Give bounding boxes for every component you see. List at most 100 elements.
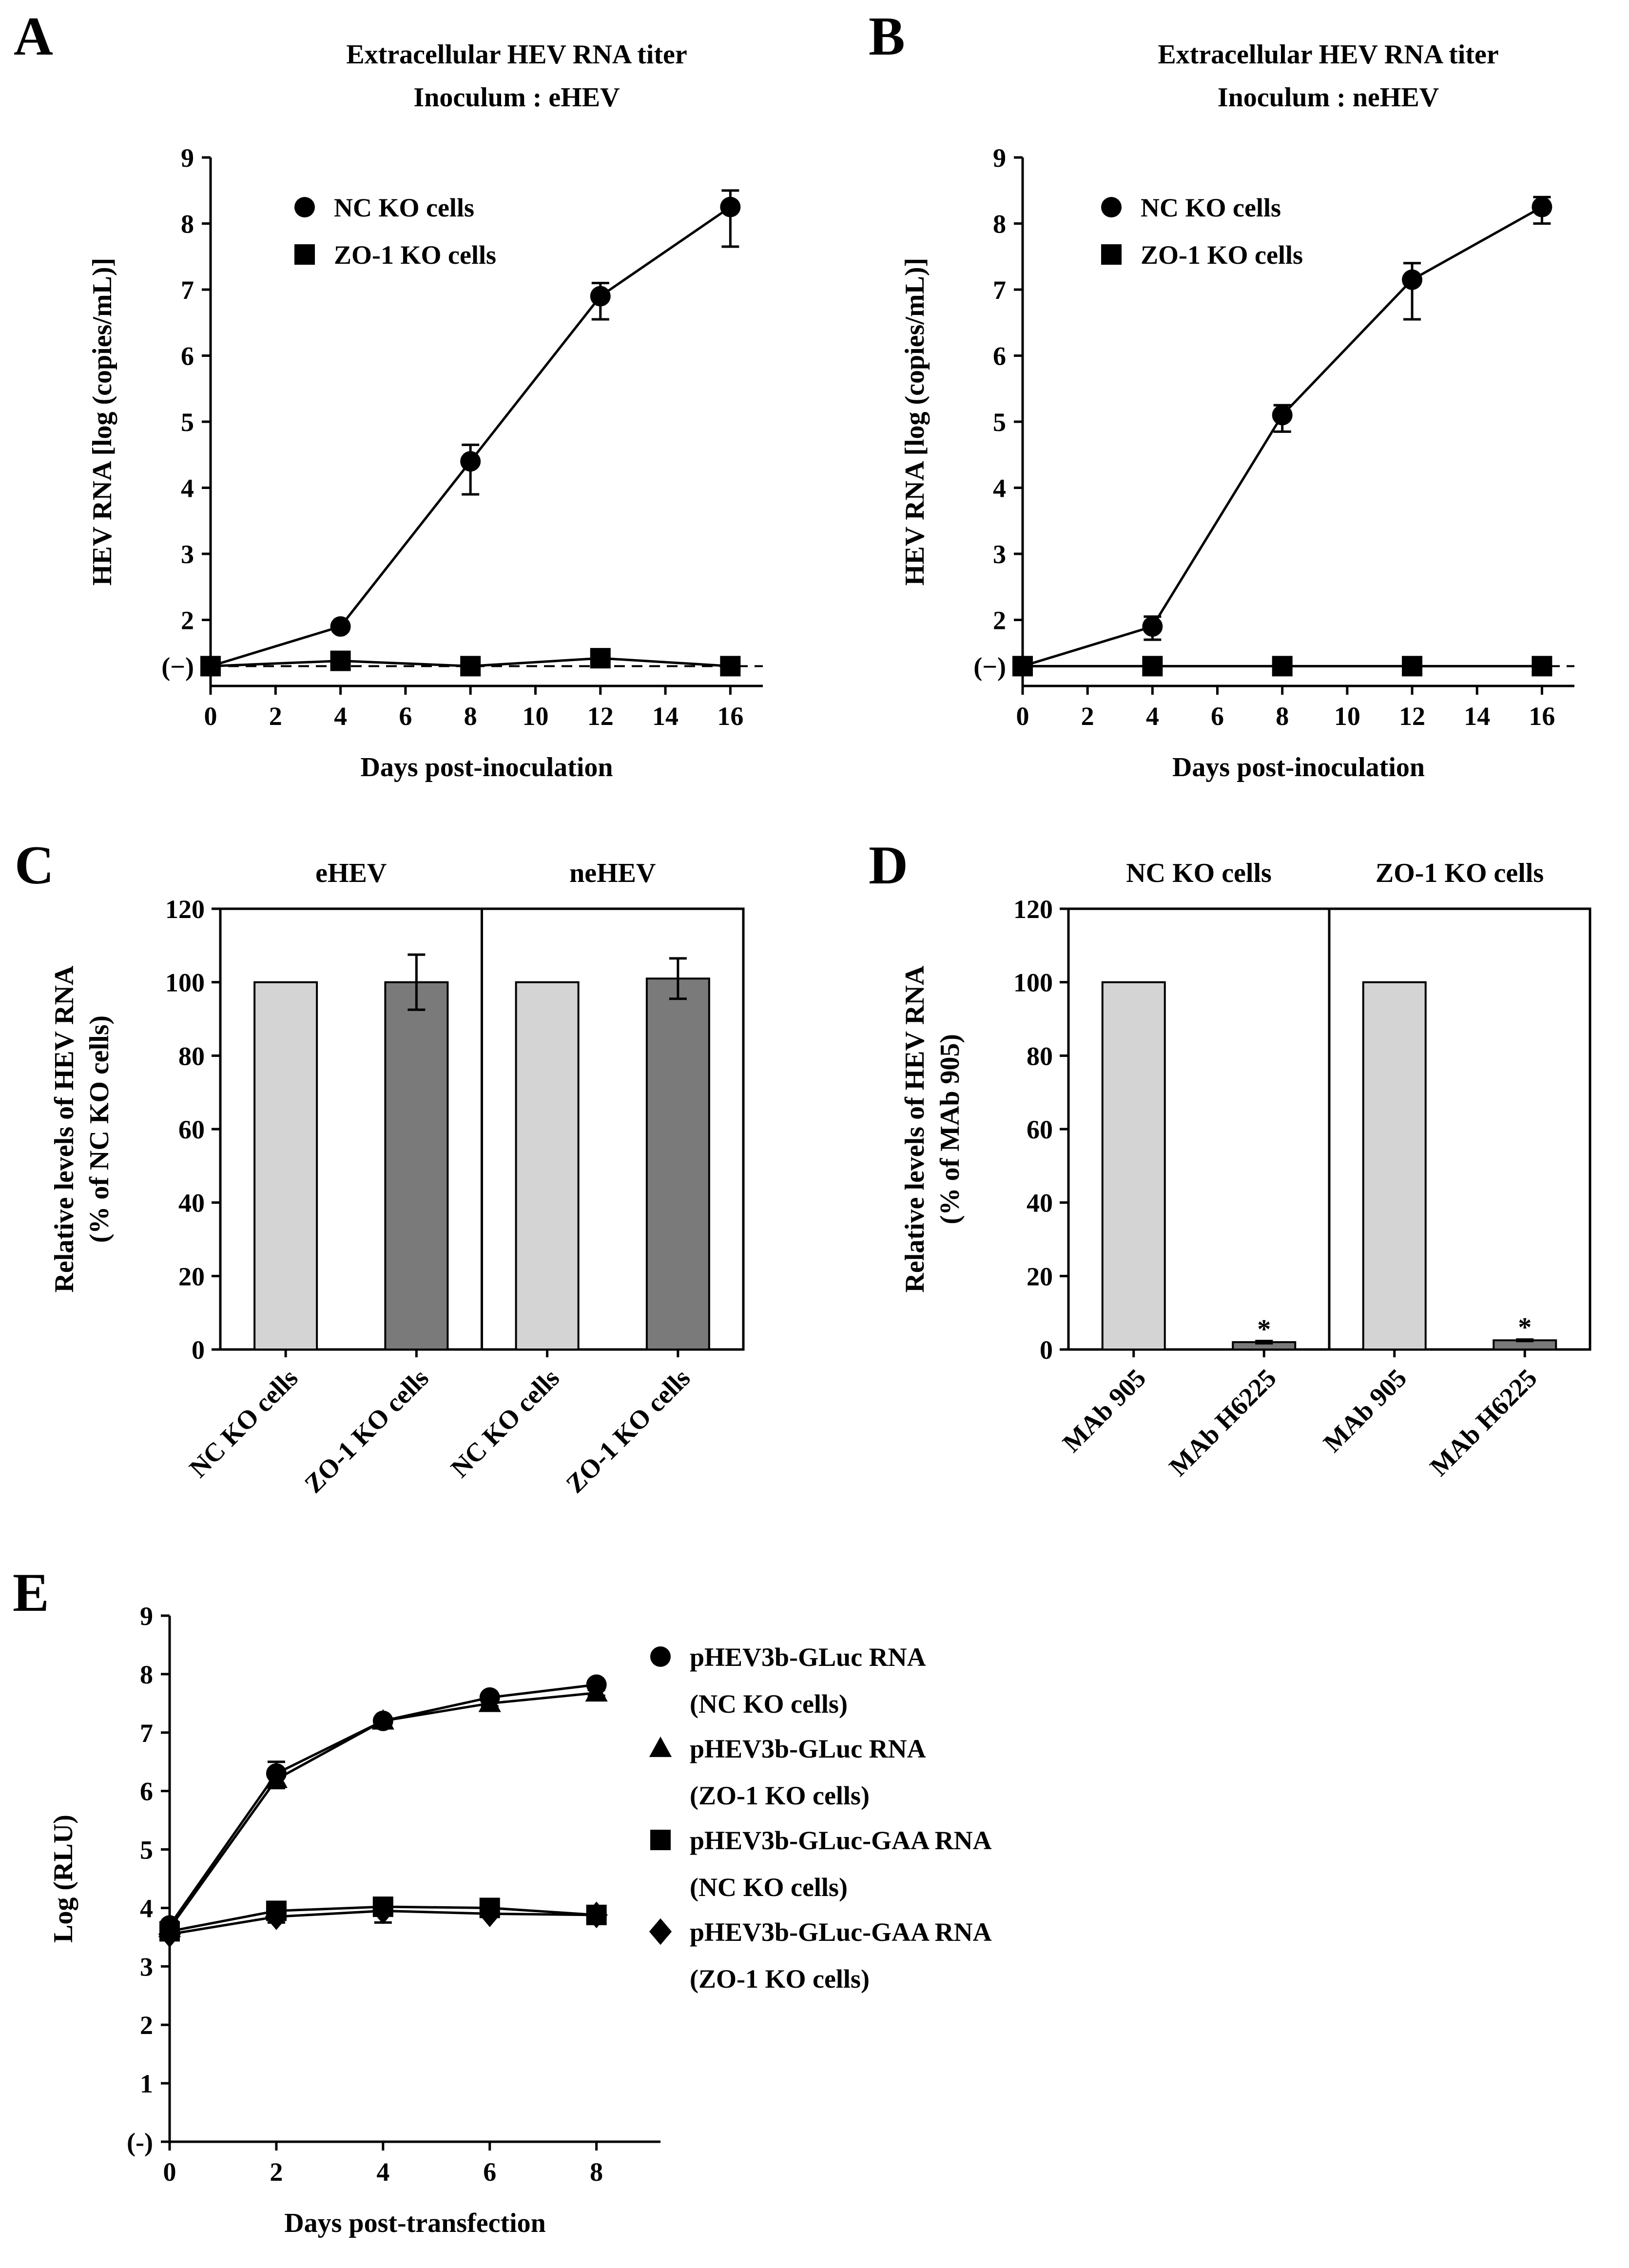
y-tick-label: 120: [165, 895, 205, 924]
y-tick-label: 1: [140, 2069, 153, 2098]
chart-title-line: Extracellular HEV RNA titer: [1158, 39, 1498, 70]
panel-letter: A: [14, 6, 53, 67]
chart-title-line: Inoculum : eHEV: [413, 82, 620, 113]
x-tick-label: 2: [269, 702, 282, 731]
data-point: [158, 1921, 181, 1948]
bar: [645, 978, 710, 1350]
legend-marker: [650, 1646, 671, 1667]
panel-letter: D: [869, 835, 908, 896]
y-tick-label: 0: [1040, 1335, 1053, 1365]
y-tick-label: 80: [178, 1041, 205, 1071]
x-tick-label: 6: [399, 702, 412, 731]
y-axis-label: (% of NC KO cells): [84, 1016, 115, 1243]
data-point: [1272, 656, 1293, 677]
panel-D: D NC KO cells ZO-1 KO cells 0 20 40 60 80 100 120…: [869, 835, 1591, 1482]
data-point: [1532, 656, 1552, 677]
legend-note: (ZO-1 KO cells): [690, 1781, 870, 1810]
x-tick-label: 8: [1276, 702, 1289, 731]
data-point: [1402, 656, 1423, 677]
x-tick-label: 4: [1146, 702, 1159, 731]
x-tick-label: 14: [1464, 702, 1490, 731]
bar: [515, 981, 580, 1350]
y-tick-label: 100: [1013, 968, 1053, 997]
y-tick-label: 2: [181, 606, 194, 635]
y-tick-label: 4: [140, 1894, 153, 1923]
group-label: NC KO cells: [1126, 858, 1272, 888]
data-point: [720, 196, 741, 217]
legend-label: NC KO cells: [334, 193, 474, 222]
series-line: [210, 206, 731, 667]
y-tick-label: 40: [178, 1189, 205, 1218]
y-tick-label: 7: [140, 1719, 153, 1748]
legend-label: pHEV3b-GLuc RNA: [690, 1734, 926, 1763]
data-point: [1272, 405, 1293, 426]
legend-marker: [649, 1918, 672, 1945]
y-tick-label: 20: [1027, 1262, 1053, 1291]
x-axis-label: Days post-inoculation: [360, 752, 613, 782]
data-point: [265, 1767, 288, 1788]
y-tick-label: 8: [181, 210, 194, 239]
legend-note: (NC KO cells): [690, 1689, 848, 1719]
y-tick-label: 4: [181, 474, 194, 503]
data-point: [1012, 656, 1033, 677]
y-tick-label: (-): [127, 2128, 153, 2157]
y-tick-label: 6: [993, 342, 1006, 371]
x-tick-label: 0: [1016, 702, 1029, 731]
legend-note: (NC KO cells): [690, 1873, 848, 1902]
x-tick-label: 8: [590, 2157, 603, 2187]
y-tick-label: 120: [1013, 895, 1053, 924]
group-label: eHEV: [315, 858, 387, 888]
x-category-label: NC KO cells: [184, 1363, 304, 1483]
data-point: [330, 650, 351, 671]
y-tick-label: 20: [178, 1262, 205, 1291]
panel-B: B Extracellular HEV RNA titer Inoculum : n…: [869, 6, 1574, 782]
legend-label: pHEV3b-GLuc-GAA RNA: [690, 1917, 992, 1947]
data-point: [460, 656, 481, 677]
legend-marker: [294, 244, 315, 265]
data-point: [371, 1709, 394, 1730]
y-axis-label: HEV RNA [log (copies/mL)]: [900, 258, 930, 586]
data-point: [460, 451, 481, 472]
legend-label: pHEV3b-GLuc-GAA RNA: [690, 1826, 992, 1855]
data-point: [371, 1897, 394, 1924]
y-tick-label: 9: [993, 143, 1006, 173]
x-category-label: MAb 905: [1318, 1363, 1412, 1458]
legend-label: ZO-1 KO cells: [334, 240, 496, 270]
y-tick-label: 7: [181, 275, 194, 305]
x-tick-label: 4: [334, 702, 347, 731]
x-tick-label: 16: [1529, 702, 1555, 731]
x-tick-label: 0: [163, 2157, 176, 2187]
y-tick-label: 4: [993, 474, 1006, 503]
data-point: [590, 648, 611, 669]
panel-E: E (-) 1 2 3 4 5 6 7 8 9 0 2 4 6 8 Days post-transfection…: [13, 1563, 992, 2238]
significance-star: *: [1518, 1312, 1532, 1343]
y-tick-label: 6: [181, 342, 194, 371]
series-line: [1022, 206, 1543, 667]
y-tick-label: 40: [1027, 1189, 1053, 1218]
panel-letter: E: [13, 1563, 49, 1623]
data-point: [330, 616, 351, 637]
chart-title-line: Inoculum : neHEV: [1218, 82, 1439, 113]
x-tick-label: 2: [1081, 702, 1094, 731]
data-point: [478, 1900, 501, 1927]
legend-marker: [294, 197, 315, 217]
x-tick-label: 16: [717, 702, 743, 731]
x-tick-label: 14: [652, 702, 679, 731]
y-tick-label: 5: [181, 408, 194, 437]
y-tick-label: (−): [161, 652, 194, 681]
significance-star: *: [1257, 1314, 1271, 1345]
y-tick-label: (−): [973, 652, 1006, 681]
y-axis-label: HEV RNA [log (copies/mL)]: [87, 258, 117, 586]
bar: [253, 981, 318, 1350]
y-tick-label: 80: [1027, 1041, 1053, 1071]
y-axis-label: Log (RLU): [48, 1815, 78, 1943]
y-tick-label: 8: [993, 210, 1006, 239]
group-label: ZO-1 KO cells: [1376, 858, 1544, 888]
x-tick-label: 6: [1211, 702, 1224, 731]
y-tick-label: 7: [993, 275, 1006, 305]
bar: [1101, 981, 1166, 1350]
y-tick-label: 5: [993, 408, 1006, 437]
x-tick-label: 2: [270, 2157, 283, 2187]
